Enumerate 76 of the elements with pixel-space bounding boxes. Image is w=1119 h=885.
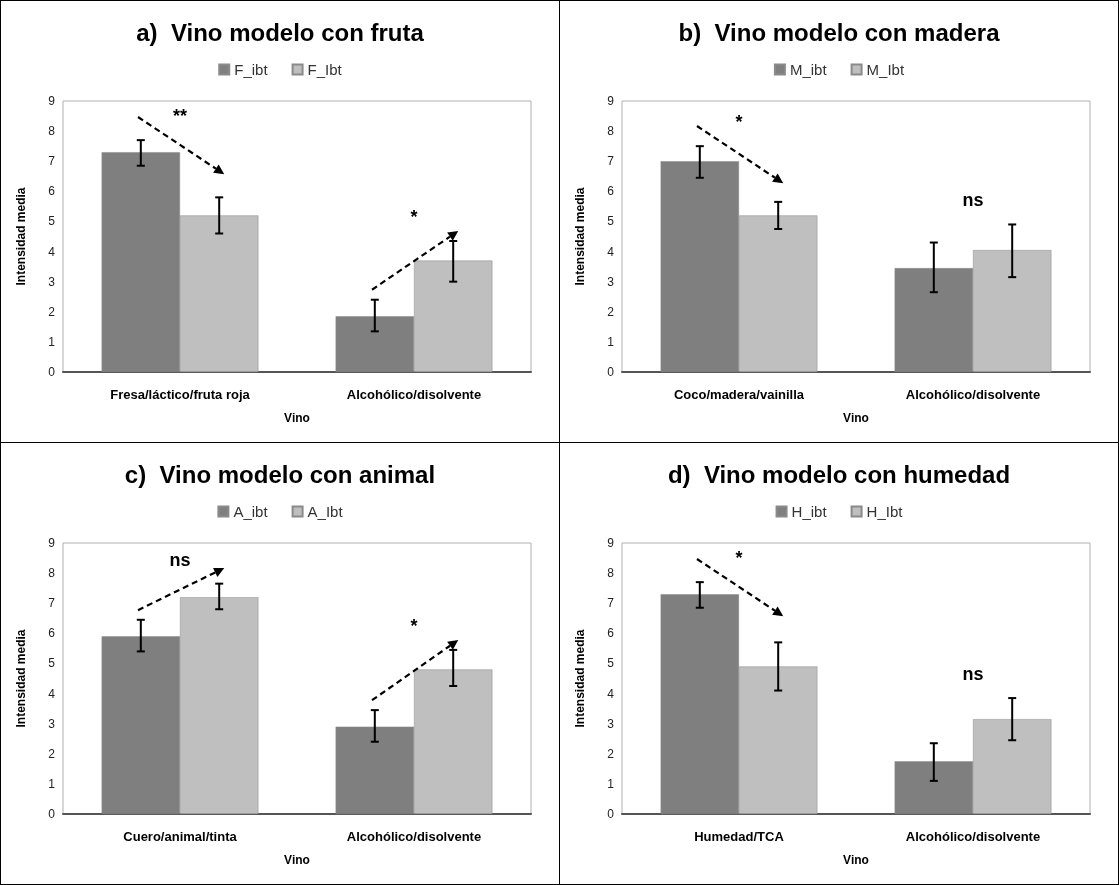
legend-label: H_Ibt xyxy=(866,503,904,520)
y-tick-label: 3 xyxy=(607,274,615,289)
y-tick-label: 6 xyxy=(48,626,56,641)
y-tick-label: 2 xyxy=(48,304,56,319)
x-tick-label: Alcohólico/disolvente xyxy=(346,387,482,402)
y-tick-label: 4 xyxy=(607,244,615,259)
y-tick-label: 3 xyxy=(607,716,615,731)
x-axis-title: Vino xyxy=(284,411,310,425)
y-tick-label: 5 xyxy=(607,656,615,671)
x-tick-label: Alcohólico/disolvente xyxy=(905,829,1041,844)
y-tick-label: 6 xyxy=(48,184,56,199)
y-tick-label: 6 xyxy=(607,626,615,641)
legend-label: A_Ibt xyxy=(307,503,344,520)
y-tick-label: 2 xyxy=(607,304,615,319)
annotation: ns xyxy=(962,664,984,685)
legend-label: F_Ibt xyxy=(307,61,343,78)
chart-title: b) Vino modelo con madera xyxy=(678,18,1001,46)
annotation: * xyxy=(410,615,418,636)
legend-label: A_ibt xyxy=(233,503,269,520)
x-tick-label: Alcohólico/disolvente xyxy=(905,387,1041,402)
chart-title: c) Vino modelo con animal xyxy=(124,460,436,488)
x-tick-label: Fresa/láctico/fruta roja xyxy=(110,387,251,402)
y-tick-label: 4 xyxy=(607,686,615,701)
y-tick-label: 9 xyxy=(48,536,56,550)
annotation: * xyxy=(735,548,743,569)
x-tick-label: Humedad/TCA xyxy=(694,829,785,844)
y-tick-label: 8 xyxy=(607,566,615,581)
y-tick-label: 1 xyxy=(48,334,56,349)
y-axis-title: Intensidad media xyxy=(573,629,587,728)
y-tick-label: 0 xyxy=(48,365,56,379)
y-tick-label: 2 xyxy=(48,746,56,761)
y-tick-label: 5 xyxy=(48,656,56,671)
annotation: ns xyxy=(169,549,191,570)
x-tick-label: Cuero/animal/tinta xyxy=(123,829,238,844)
annotation: * xyxy=(410,207,418,228)
chart-title: a) Vino modelo con fruta xyxy=(136,18,425,46)
legend-label: M_ibt xyxy=(789,61,828,78)
legend-label: H_ibt xyxy=(791,503,828,520)
y-tick-label: 7 xyxy=(48,154,56,169)
y-tick-label: 0 xyxy=(607,807,615,821)
y-tick-label: 0 xyxy=(48,807,56,821)
y-tick-label: 9 xyxy=(607,536,615,550)
y-axis-title: Intensidad media xyxy=(14,187,28,286)
annotation: ns xyxy=(962,190,984,211)
y-tick-label: 9 xyxy=(607,94,615,108)
x-axis-title: Vino xyxy=(843,411,869,425)
legend-label: M_Ibt xyxy=(866,61,905,78)
y-tick-label: 7 xyxy=(607,596,615,611)
y-axis-title: Intensidad media xyxy=(573,187,587,286)
y-tick-label: 8 xyxy=(48,124,56,139)
y-tick-label: 7 xyxy=(607,154,615,169)
y-tick-label: 5 xyxy=(48,214,56,229)
y-tick-label: 0 xyxy=(607,365,615,379)
y-tick-label: 9 xyxy=(48,94,56,108)
x-tick-label: Alcohólico/disolvente xyxy=(346,829,482,844)
annotation: * xyxy=(735,112,743,133)
y-axis-title: Intensidad media xyxy=(14,629,28,728)
y-tick-label: 6 xyxy=(607,184,615,199)
y-tick-label: 8 xyxy=(48,566,56,581)
y-tick-label: 1 xyxy=(48,776,56,791)
y-tick-label: 1 xyxy=(607,776,615,791)
y-tick-label: 7 xyxy=(48,596,56,611)
y-tick-label: 4 xyxy=(48,686,56,701)
x-axis-title: Vino xyxy=(284,853,310,867)
chart-title: d) Vino modelo con humedad xyxy=(667,460,1011,488)
y-tick-label: 3 xyxy=(48,274,56,289)
y-tick-label: 8 xyxy=(607,124,615,139)
y-tick-label: 1 xyxy=(607,334,615,349)
annotation: ** xyxy=(172,106,188,127)
y-tick-label: 3 xyxy=(48,716,56,731)
y-tick-label: 4 xyxy=(48,244,56,259)
legend-label: F_ibt xyxy=(234,61,269,78)
x-tick-label: Coco/madera/vainilla xyxy=(673,387,805,402)
y-tick-label: 2 xyxy=(607,746,615,761)
x-axis-title: Vino xyxy=(843,853,869,867)
y-tick-label: 5 xyxy=(607,214,615,229)
